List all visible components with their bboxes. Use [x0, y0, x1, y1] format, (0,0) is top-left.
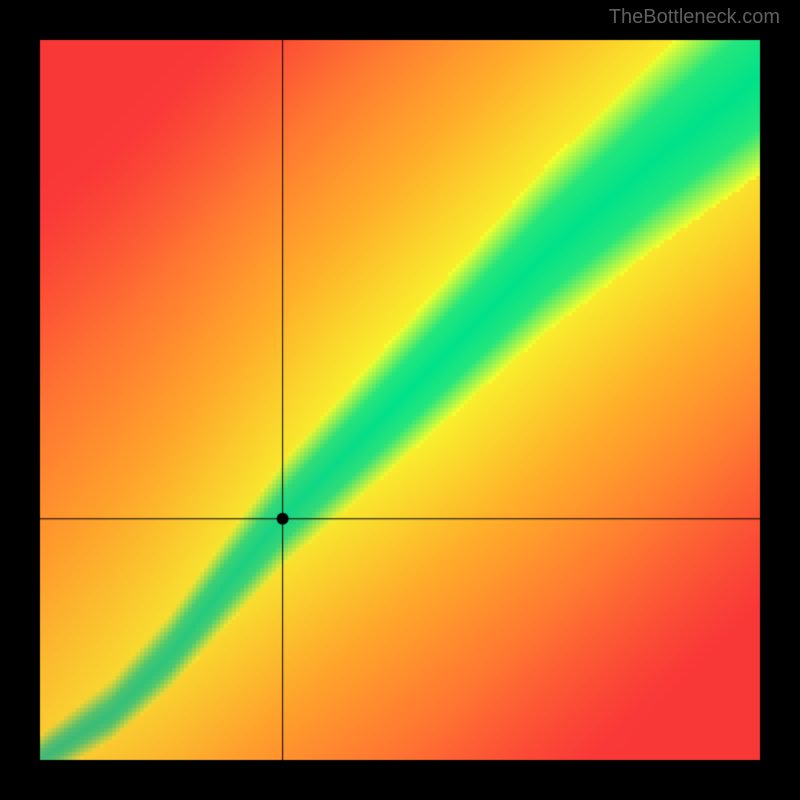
heatmap-canvas — [0, 0, 800, 800]
chart-container: TheBottleneck.com — [0, 0, 800, 800]
watermark-text: TheBottleneck.com — [609, 6, 780, 29]
